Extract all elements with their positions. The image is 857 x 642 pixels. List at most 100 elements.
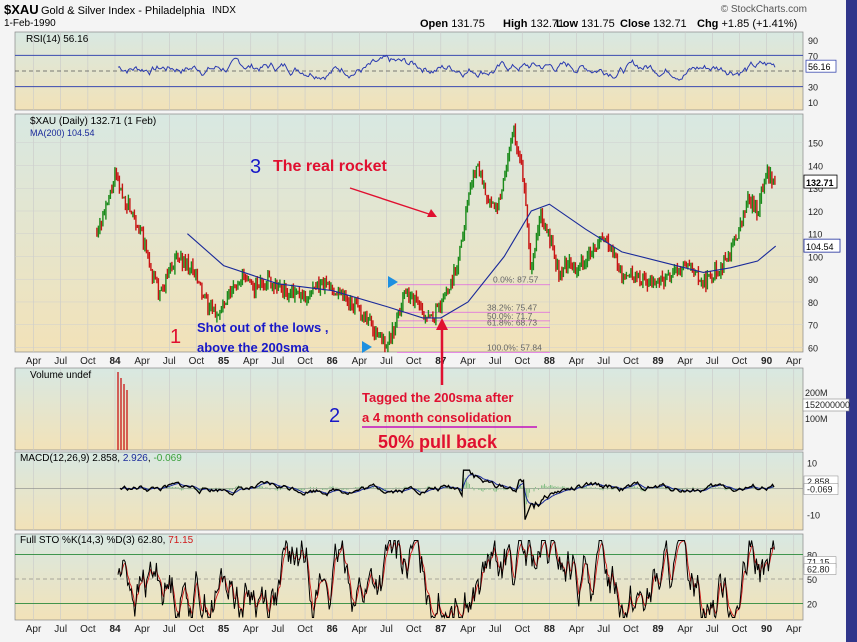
price-tick-label: 140: [808, 161, 823, 171]
x-tick-label: 85: [218, 356, 230, 367]
macd-tick-label: 2.858: [807, 477, 830, 487]
sto-tick-label: 20: [807, 600, 817, 610]
exchange: INDX: [212, 5, 236, 16]
x-tick-label: Apr: [460, 356, 476, 367]
macd-value-box: [803, 483, 839, 495]
x-tick-label: 84: [109, 624, 121, 635]
price-tick-label: 80: [808, 298, 818, 308]
rocket-arrow-line: [349, 187, 433, 216]
rsi-tick-label: 70: [808, 51, 818, 61]
last-price-box: [803, 174, 838, 189]
sto-tick-label: 62.80: [807, 565, 830, 575]
x-tick-label: Jul: [706, 356, 719, 367]
sto-tick-label: 80: [807, 550, 817, 560]
volume-panel: [14, 367, 804, 451]
rsi-line: [117, 54, 776, 81]
blue-marker-arrow: [388, 276, 398, 288]
x-tick-label: Jul: [380, 356, 393, 367]
ohlc-high: High 132.71: [503, 18, 565, 30]
volume-tick-label: 100M: [805, 414, 828, 424]
price-tick-label: 130: [808, 184, 823, 194]
macd-label: MACD(12,26,9) 2.858, 2.926, -0.069: [20, 453, 182, 464]
x-tick-label: Oct: [297, 624, 313, 635]
x-tick-label: Jul: [597, 624, 610, 635]
sto-panel: [14, 533, 804, 621]
chart-date: 1-Feb-1990: [4, 18, 56, 29]
x-tick-label: Jul: [597, 356, 610, 367]
x-tick-label: Oct: [623, 356, 639, 367]
x-tick-label: Apr: [352, 624, 368, 635]
x-tick-label: Apr: [677, 624, 693, 635]
fib-label: 38.2%: 75.47: [487, 302, 537, 312]
last-ma-label: 104.54: [806, 242, 834, 252]
macd-tick-label: 10: [807, 458, 817, 468]
sto-k-line: [117, 539, 775, 620]
price-panel: [14, 113, 804, 353]
rocket-arrow-head: [427, 209, 437, 217]
x-tick-label: Jul: [272, 624, 285, 635]
price-tick-label: 150: [808, 139, 823, 149]
x-tick-label: 86: [327, 624, 339, 635]
x-tick-label: 89: [652, 356, 664, 367]
volume-tick-label: 152000000: [805, 400, 850, 410]
x-tick-label: Jul: [54, 624, 67, 635]
annotation-shot-line1: Shot out of the lows ,: [197, 320, 329, 335]
x-tick-label: 84: [109, 356, 121, 367]
x-tick-label: Oct: [732, 356, 748, 367]
x-tick-label: Apr: [786, 624, 802, 635]
x-tick-label: Jul: [706, 624, 719, 635]
ma200-line: [187, 203, 777, 319]
rsi-value-box: [805, 59, 837, 73]
rsi-tick-label: 90: [808, 36, 818, 46]
x-tick-label: Apr: [243, 356, 259, 367]
x-tick-label: Oct: [514, 624, 530, 635]
price-tick-label: 70: [808, 321, 818, 331]
fib-label: 61.8%: 68.73: [487, 318, 537, 328]
price-tick-label: 100: [808, 252, 823, 262]
x-tick-label: 87: [435, 624, 447, 635]
x-tick-label: Jul: [380, 624, 393, 635]
ma-label: MA(200) 104.54: [30, 128, 95, 138]
x-tick-label: 85: [218, 624, 230, 635]
tag-arrow-head: [436, 318, 448, 330]
annotation-pullback: 50% pull back: [378, 432, 498, 452]
sto-tick-label: 50: [807, 575, 817, 585]
ohlc-open: Open 131.75: [420, 18, 485, 30]
x-tick-label: Oct: [406, 356, 422, 367]
annotation-tagged-line1: Tagged the 200sma after: [362, 390, 514, 405]
price-tick-label: 60: [808, 343, 818, 353]
rsi-value-label: 56.16: [808, 62, 831, 72]
x-tick-label: Apr: [243, 624, 259, 635]
volume-tick-label: 200M: [805, 388, 828, 398]
price-tick-label: 110: [808, 230, 822, 240]
fib-label: 0.0%: 87.57: [493, 275, 539, 285]
annotation-number-2: 2: [329, 405, 341, 427]
x-tick-label: Apr: [352, 356, 368, 367]
macd-tick-label: -0.069: [807, 485, 833, 495]
x-tick-label: 89: [652, 624, 664, 635]
ohlc-change: Chg +1.85 (+1.41%): [697, 18, 798, 30]
annotation-shot-line2: above the 200sma: [197, 340, 310, 355]
x-tick-label: Oct: [189, 356, 205, 367]
sto-label: Full STO %K(14,3) %D(3) 62.80, 71.15: [20, 535, 194, 546]
x-tick-label: 90: [761, 624, 773, 635]
rsi-label: RSI(14) 56.16: [26, 34, 89, 45]
x-tick-label: Apr: [26, 356, 42, 367]
annotation-tagged-line2: a 4 month consolidation: [362, 410, 512, 425]
x-tick-label: Jul: [163, 356, 176, 367]
x-tick-label: Oct: [514, 356, 530, 367]
index-name: Gold & Silver Index - Philadelphia: [41, 5, 205, 17]
sto-tick-label: 71.15: [807, 558, 830, 568]
x-tick-label: Oct: [80, 356, 96, 367]
x-tick-label: Apr: [134, 624, 150, 635]
x-tick-label: Oct: [732, 624, 748, 635]
annotation-rocket: The real rocket: [273, 158, 387, 175]
brand-logo: © StockCharts.com: [720, 4, 807, 15]
x-tick-label: Apr: [26, 624, 42, 635]
x-tick-label: 88: [544, 356, 556, 367]
price-tick-label: 120: [808, 207, 823, 217]
x-tick-label: Oct: [297, 356, 313, 367]
macd-line: [119, 469, 775, 520]
